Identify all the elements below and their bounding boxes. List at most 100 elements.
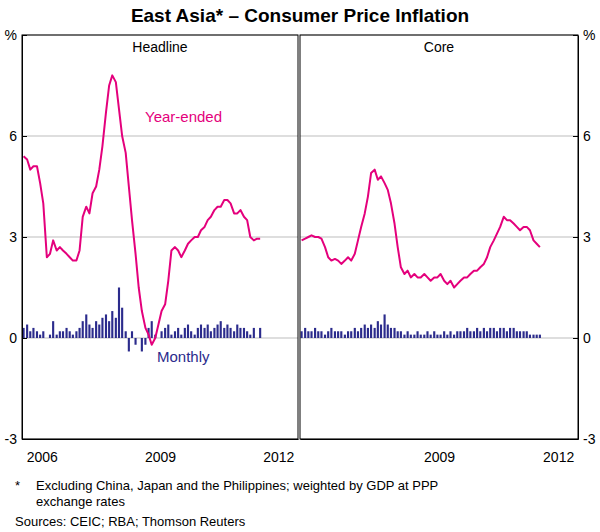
bar xyxy=(529,335,531,338)
bar xyxy=(360,328,362,338)
bar xyxy=(330,328,332,338)
tick: 2009 xyxy=(424,439,455,465)
bar xyxy=(65,328,67,338)
footnote-marker: * xyxy=(15,478,20,493)
bar xyxy=(46,338,48,339)
tick-label: 2009 xyxy=(145,449,176,465)
bar xyxy=(407,331,409,338)
bar xyxy=(131,331,133,338)
footnotes: * Excluding China, Japan and the Philippi… xyxy=(15,478,438,529)
tick: 2012 xyxy=(543,439,574,465)
bar xyxy=(203,328,205,338)
bar xyxy=(259,328,261,338)
bar xyxy=(469,331,471,338)
bar xyxy=(174,331,176,338)
bar xyxy=(463,331,465,338)
bar xyxy=(82,321,84,338)
bar xyxy=(207,325,209,338)
grid xyxy=(300,35,578,439)
bar xyxy=(387,325,389,338)
tick: 2012 xyxy=(263,439,294,465)
tick-label: 2009 xyxy=(424,449,455,465)
bar xyxy=(39,335,41,338)
bar xyxy=(536,335,538,338)
tick: 0 xyxy=(573,330,591,346)
bar xyxy=(503,328,505,338)
bar xyxy=(184,328,186,338)
grid-line xyxy=(300,136,578,137)
bar xyxy=(161,331,163,338)
bar xyxy=(367,328,369,338)
bar xyxy=(513,328,515,338)
bar xyxy=(75,331,77,338)
footnote: Excluding China, Japan and the Philippin… xyxy=(36,478,438,493)
bar xyxy=(85,314,87,338)
bar xyxy=(49,335,51,338)
bar xyxy=(364,325,366,338)
bar xyxy=(243,328,245,338)
grid-line xyxy=(22,136,298,137)
bar xyxy=(483,328,485,338)
bar xyxy=(115,318,117,338)
grid xyxy=(22,35,298,439)
axis-line xyxy=(578,36,579,440)
bar xyxy=(101,318,103,338)
bar xyxy=(420,335,422,338)
bar xyxy=(170,335,172,338)
bar xyxy=(377,321,379,338)
bar xyxy=(473,331,475,338)
bar xyxy=(79,328,81,338)
bar xyxy=(128,338,130,351)
tick-mark xyxy=(22,35,27,36)
bar xyxy=(416,331,418,338)
tick-label: 6 xyxy=(583,128,591,144)
bar xyxy=(370,325,372,338)
bar xyxy=(440,335,442,338)
bar xyxy=(499,328,501,338)
bar xyxy=(164,328,166,338)
bar xyxy=(400,331,402,338)
y-axis: -3036% xyxy=(5,27,27,447)
tick-label: 0 xyxy=(9,330,17,346)
bar xyxy=(95,321,97,338)
bar xyxy=(344,335,346,338)
bar xyxy=(430,335,432,338)
grid-line xyxy=(300,237,578,238)
bar xyxy=(320,331,322,338)
bar xyxy=(217,325,219,338)
bar xyxy=(433,331,435,338)
bar xyxy=(350,331,352,338)
line xyxy=(302,170,540,288)
tick-mark xyxy=(573,237,578,238)
bar xyxy=(72,335,74,338)
bar xyxy=(29,331,31,338)
bar xyxy=(167,325,169,338)
tick: 2009 xyxy=(145,439,176,465)
bar-series xyxy=(301,314,541,338)
bar xyxy=(197,328,199,338)
bar xyxy=(180,335,182,338)
axis-line xyxy=(23,439,299,440)
bar xyxy=(138,338,140,339)
bar xyxy=(479,331,481,338)
bar xyxy=(213,328,215,338)
bar xyxy=(223,328,225,338)
bar xyxy=(32,328,34,338)
bar xyxy=(194,335,196,338)
bar xyxy=(230,328,232,338)
bar xyxy=(532,335,534,338)
bar xyxy=(141,338,143,351)
bar xyxy=(59,331,61,338)
bar xyxy=(347,331,349,338)
bar xyxy=(246,331,248,338)
bar xyxy=(226,325,228,338)
axis-line xyxy=(301,439,579,440)
bar xyxy=(357,331,359,338)
panel: -3036%20092012Core xyxy=(300,27,596,465)
chart-container: East Asia* – Consumer Price Inflation-30… xyxy=(0,0,600,532)
bar xyxy=(317,331,319,338)
tick: % xyxy=(5,27,27,43)
panel-frame xyxy=(300,35,578,439)
tick-mark xyxy=(573,35,578,36)
tick: 3 xyxy=(9,229,27,245)
